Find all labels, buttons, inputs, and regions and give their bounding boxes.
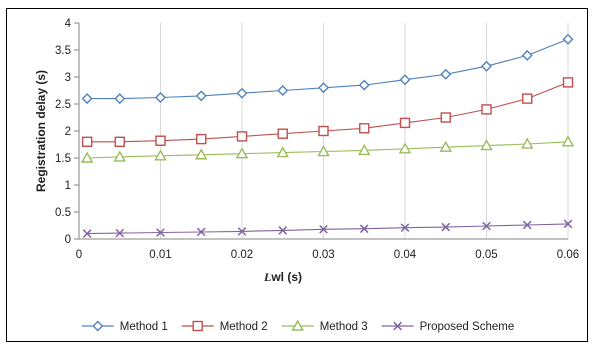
legend-label: Proposed Scheme	[420, 321, 515, 333]
data-point	[358, 79, 370, 91]
y-tick-label: 4	[65, 18, 72, 30]
data-point	[439, 140, 452, 152]
data-point	[358, 143, 371, 156]
data-point	[276, 146, 289, 158]
data-point	[196, 133, 207, 145]
data-point	[81, 93, 93, 105]
data-point	[196, 227, 206, 237]
legend-marker	[291, 319, 304, 331]
legend-item-4: Proposed Scheme	[381, 321, 515, 333]
data-point	[522, 93, 533, 104]
data-point	[114, 136, 125, 148]
data-point	[80, 151, 94, 163]
x-tick-label: 0.04	[394, 249, 417, 261]
x-axis-title-rest: wl (s)	[270, 270, 302, 284]
legend-marker	[92, 320, 104, 332]
legend-label: Method 2	[220, 321, 268, 333]
data-point	[82, 229, 92, 238]
line-chart: 0 0.5 1 1.5 2 2.5 3 3.5 4 0 0.01 0.02 0.03 0.04 0.05 0.…	[34, 18, 579, 333]
data-point	[236, 87, 248, 99]
data-point	[398, 142, 412, 154]
y-tick-label: 0	[65, 234, 71, 246]
data-point	[440, 112, 451, 123]
data-point	[155, 135, 166, 146]
data-point	[115, 228, 125, 238]
legend-label: Method 3	[320, 321, 368, 333]
y-tick-label: 0.5	[55, 207, 71, 219]
data-point	[481, 60, 492, 72]
tick-labels: 0 0.5 1 1.5 2 2.5 3 3.5 4 0 0.01 0.02 0.03 0.04 0.05 0.…	[55, 18, 579, 261]
data-point	[481, 104, 492, 115]
legend-marker	[192, 320, 203, 332]
y-tick-label: 3	[65, 72, 71, 84]
data-point	[482, 221, 491, 231]
data-point	[277, 85, 289, 96]
series-layer	[80, 33, 575, 238]
x-tick-label: 0.03	[312, 249, 334, 261]
data-point	[278, 226, 288, 235]
data-point	[359, 123, 370, 134]
data-point	[114, 93, 126, 105]
legend: Method 1 Method 2 Method 3 Proposed Scheme	[81, 319, 515, 333]
data-point	[563, 219, 573, 229]
series-2	[81, 77, 574, 148]
data-point	[277, 128, 288, 139]
y-tick-label: 2.5	[55, 99, 71, 111]
data-point	[399, 117, 411, 129]
data-point	[236, 131, 248, 142]
series-3	[80, 135, 575, 163]
x-tick-label: 0.06	[557, 249, 579, 261]
data-point	[318, 82, 329, 94]
legend-item-3: Method 3	[281, 319, 368, 333]
y-tick-label: 1	[65, 180, 71, 192]
x-axis-title-italic: L	[263, 270, 271, 284]
y-tick-label: 2	[65, 126, 71, 138]
data-point	[400, 223, 410, 232]
data-point	[235, 147, 249, 159]
data-point	[562, 33, 574, 45]
legend-label: Method 1	[120, 321, 168, 333]
x-axis-title: Lwl (s)	[263, 270, 302, 284]
x-tick-label: 0.05	[475, 249, 497, 261]
x-tick-label: 0	[76, 249, 82, 261]
data-point	[521, 137, 534, 149]
data-point	[156, 228, 165, 237]
data-point	[154, 149, 167, 161]
data-point	[521, 49, 533, 61]
data-point	[195, 90, 207, 102]
series-4	[82, 219, 573, 238]
axes	[74, 22, 568, 240]
data-point	[561, 135, 575, 147]
data-point	[113, 150, 126, 162]
data-point	[441, 222, 451, 232]
y-axis-title: Registration delay (s)	[34, 70, 48, 192]
data-point	[522, 220, 532, 230]
data-point	[319, 224, 328, 234]
x-tick-label: 0.02	[231, 249, 253, 261]
data-point	[237, 227, 247, 236]
series-1	[81, 33, 574, 105]
data-point	[399, 74, 411, 86]
y-tick-label: 1.5	[55, 153, 71, 165]
data-point	[317, 145, 330, 157]
data-point	[480, 139, 493, 151]
y-tick-label: 3.5	[55, 45, 71, 57]
data-point	[155, 92, 166, 104]
chart-frame: 0 0.5 1 1.5 2 2.5 3 3.5 4 0 0.01 0.02 0.03 0.04 0.05 0.…	[6, 8, 588, 342]
data-point	[440, 68, 452, 80]
data-point	[318, 125, 329, 137]
legend-item-2: Method 2	[181, 320, 268, 333]
legend-marker	[393, 321, 402, 331]
data-point	[195, 148, 208, 160]
data-point	[562, 77, 574, 88]
x-tick-label: 0.01	[149, 249, 171, 261]
data-point	[359, 224, 369, 234]
legend-item-1: Method 1	[81, 320, 168, 333]
data-point	[81, 136, 93, 148]
